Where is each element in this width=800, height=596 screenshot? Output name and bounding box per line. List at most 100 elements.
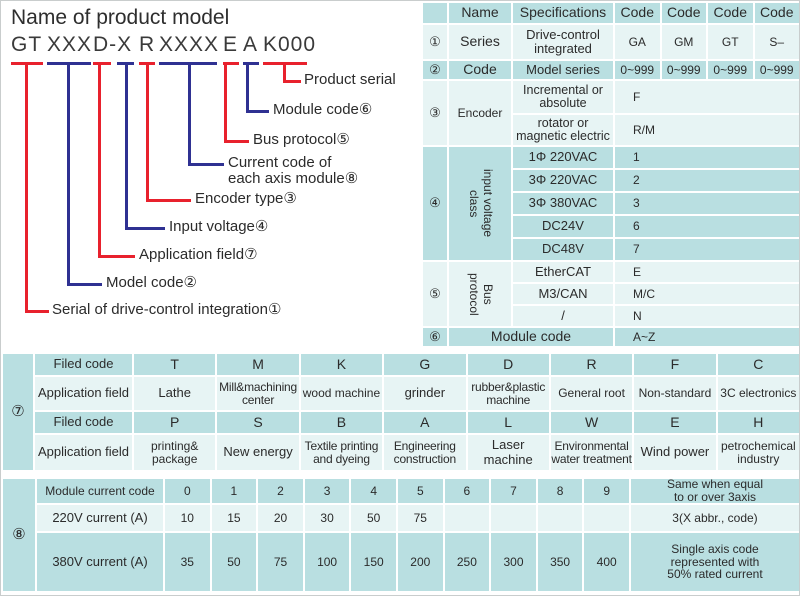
table-num: ⑦ — [3, 354, 33, 470]
value-cell — [444, 505, 490, 531]
code-cell: E — [634, 412, 716, 433]
vertical-text-line: protocol — [467, 272, 481, 316]
spec-cell: / — [513, 306, 613, 326]
name-cell-vertical: input voltage class — [449, 147, 511, 260]
leader-line-d — [98, 62, 101, 258]
code-cell: A — [384, 412, 466, 433]
label-current-code-line2: each axis module⑧ — [228, 170, 359, 187]
model-segment-serial: K000 — [263, 33, 317, 56]
code-value-cell: E — [615, 262, 799, 282]
field-cell: grinder — [384, 377, 466, 410]
label-product-serial: Product serial — [304, 71, 396, 88]
leader-elbow-xxxx — [188, 163, 224, 166]
value-cell: 7 — [491, 479, 536, 503]
field-cell: rubber&plastic machine — [467, 377, 549, 410]
spec-cell: Drive-control integrated — [513, 25, 613, 59]
value-cell: 6 — [444, 479, 490, 503]
field-cell: Engineering construction — [384, 435, 466, 470]
code-value-cell: R/M — [615, 115, 799, 145]
row-num: ④ — [423, 147, 447, 260]
spec-cell: rotator or magnetic electric — [513, 115, 613, 145]
model-segment-encoder: R — [139, 33, 156, 56]
code-cell: F — [634, 354, 716, 375]
code-cell: W — [550, 412, 633, 433]
leader-elbow-x — [125, 227, 165, 230]
label-current-code-line1: Current code of — [228, 154, 332, 171]
spec-cell: Incremental or absolute — [513, 81, 613, 113]
header-specifications: Specifications — [513, 3, 613, 23]
value-cell: 20 — [258, 505, 303, 531]
code-cell: 0~999 — [708, 61, 753, 79]
label-current-code: Current code of each axis module⑧ — [228, 155, 358, 187]
note-cell: Single axis code represented with 50% ra… — [630, 533, 799, 591]
field-cell: Laser machine — [467, 435, 549, 470]
spec-cell: EtherCAT — [513, 262, 613, 282]
code-value-cell: M/C — [615, 284, 799, 304]
value-cell: 1 — [211, 479, 257, 503]
row-num: ⑤ — [423, 262, 447, 326]
value-cell: 75 — [397, 505, 443, 531]
row-num: ① — [423, 25, 447, 59]
code-cell: G — [384, 354, 466, 375]
table-num: ⑧ — [3, 479, 35, 591]
value-cell: 15 — [211, 505, 257, 531]
model-segment-series: GT — [11, 33, 43, 56]
row-num: ② — [423, 61, 447, 79]
model-segment-code: XXX — [47, 33, 93, 56]
name-cell-vertical: Bus protocol — [449, 262, 511, 326]
name-cell: Encoder — [449, 81, 511, 145]
field-cell: Mill&machining center — [217, 377, 299, 410]
label-cell: Application field — [35, 435, 132, 470]
model-segment-current: XXXX — [159, 33, 220, 56]
value-cell: 50 — [211, 533, 257, 591]
code-value-cell: 1 — [615, 147, 799, 168]
value-cell — [491, 505, 536, 531]
spec-cell: 1Φ 220VAC — [513, 147, 613, 168]
note-text: 3(X abbr., code) — [672, 510, 758, 525]
leader-line-xxx — [67, 62, 70, 286]
label-cell: 380V current (A) — [37, 533, 163, 591]
spec-cell: DC24V — [513, 216, 613, 237]
page-title: Name of product model — [11, 6, 230, 29]
leader-elbow-xxx — [67, 283, 102, 286]
code-value-cell: 7 — [615, 239, 799, 260]
row-num: ⑥ — [423, 328, 447, 346]
header-code-3: Code — [708, 3, 753, 23]
code-value-cell: 2 — [615, 170, 799, 191]
field-cell: wood machine — [300, 377, 383, 410]
label-model-code: Model code② — [106, 274, 197, 291]
field-cell: Lathe — [134, 377, 216, 410]
code-value-cell: F — [615, 81, 799, 113]
label-input-voltage: Input voltage④ — [169, 218, 269, 235]
field-cell: printing& package — [134, 435, 216, 470]
code-value-cell: A~Z — [615, 328, 799, 346]
underline-d — [93, 62, 111, 65]
field-cell: Environmental water treatment — [550, 435, 633, 470]
code-cell: H — [717, 412, 799, 433]
header-code-2: Code — [661, 3, 706, 23]
value-cell: 3 — [304, 479, 350, 503]
value-cell: 0 — [165, 479, 210, 503]
label-serial: Serial of drive-control integration① — [52, 301, 282, 318]
field-cell: 3C electronics — [717, 377, 799, 410]
label-cell: Filed code — [35, 354, 132, 375]
code-value-cell: N — [615, 306, 799, 326]
vertical-text-line: Bus — [480, 283, 495, 305]
model-segment-module: A — [243, 33, 259, 56]
leader-elbow-d — [98, 255, 135, 258]
spec-cell: 3Φ 220VAC — [513, 170, 613, 191]
note-cell: Same when equal to or over 3axis — [630, 477, 799, 504]
value-cell: 100 — [304, 533, 350, 591]
label-encoder-type: Encoder type③ — [195, 190, 297, 207]
value-cell: 150 — [351, 533, 396, 591]
code-cell: B — [300, 412, 383, 433]
spec-cell: M3/CAN — [513, 284, 613, 304]
code-cell: R — [550, 354, 633, 375]
code-cell: M — [217, 354, 299, 375]
code-cell: K — [300, 354, 383, 375]
leader-elbow-a — [246, 110, 269, 113]
spec-cell: 3Φ 380VAC — [513, 193, 613, 214]
spec-cell: Model series — [513, 61, 613, 79]
code-cell: D — [467, 354, 549, 375]
note-text: Same when equal to or over 3axis — [666, 477, 764, 504]
